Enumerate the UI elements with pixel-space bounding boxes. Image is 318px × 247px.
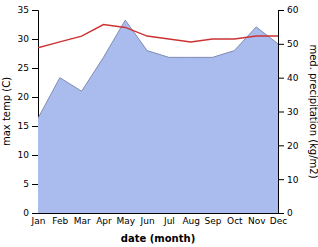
x-tick: May	[116, 213, 135, 226]
x-tick-label: Dec	[270, 216, 287, 226]
y-tick-label: 5	[23, 179, 29, 189]
y-tick: 25	[18, 63, 38, 73]
x-axis-title: date (month)	[121, 233, 195, 244]
x-tick: Apr	[96, 213, 112, 226]
x-tick-label: Mar	[74, 216, 91, 226]
x-tick: Oct	[227, 213, 243, 226]
y2-tick-mark	[278, 44, 284, 45]
y-tick-mark	[32, 68, 38, 69]
y2-tick: 50	[278, 39, 299, 49]
y2-axis-line	[279, 11, 285, 214]
temp-line	[38, 25, 278, 48]
y-tick: 20	[18, 92, 38, 102]
x-tick: Dec	[270, 213, 287, 226]
x-tick-label: Sep	[205, 216, 222, 226]
y-tick-label: 35	[18, 5, 29, 15]
x-tick: Nov	[248, 213, 266, 226]
y-tick-label: 10	[18, 150, 30, 160]
x-tick-label: Jun	[140, 216, 155, 226]
y-tick-label: 0	[23, 208, 29, 218]
y2-axis: 0 10 20 30 40 50 60	[278, 5, 299, 218]
x-tick: Feb	[52, 213, 68, 226]
y2-tick: 20	[278, 141, 299, 151]
x-tick-label: Oct	[227, 216, 243, 226]
y-tick: 10	[18, 150, 38, 160]
y2-tick-label: 10	[287, 175, 299, 185]
y-tick-label: 25	[18, 63, 29, 73]
plot: JanFebMarAprMayJunJulAugSepOctNovDec0510…	[18, 5, 299, 226]
y2-tick-mark	[278, 213, 284, 214]
y2-tick-label: 40	[287, 73, 299, 83]
x-tick-label: Nov	[248, 216, 266, 226]
y2-tick-mark	[278, 78, 284, 79]
y2-tick-label: 20	[287, 141, 299, 151]
marks	[38, 20, 278, 213]
y-tick-mark	[32, 39, 38, 40]
y-tick-label: 30	[18, 34, 30, 44]
x-axis: Jan Feb Mar Apr May Jun Jul Aug Sep Oct Nov Dec	[31, 213, 288, 226]
y2-tick-label: 0	[287, 208, 293, 218]
y2-tick: 10	[278, 175, 299, 185]
x-tick-label: Jan	[31, 216, 46, 226]
y2-axis-title: med. precipitation (kg/m2)	[308, 44, 318, 178]
x-tick: Jun	[140, 213, 155, 226]
y-tick-label: 15	[18, 121, 29, 131]
x-tick: Jan	[31, 213, 46, 226]
x-tick-label: May	[116, 216, 135, 226]
y-axis-title: max temp (C)	[1, 77, 12, 146]
y-tick-mark	[32, 126, 38, 127]
x-tick: Mar	[74, 213, 91, 226]
y-tick-mark	[32, 10, 38, 11]
y-axis: 0 5 10 15 20 25 30 35	[18, 5, 39, 218]
y2-tick-mark	[278, 112, 284, 113]
y2-tick-label: 50	[287, 39, 299, 49]
y-axis-line	[32, 11, 39, 214]
x-tick-label: Aug	[182, 216, 200, 226]
y2-tick: 0	[278, 208, 293, 218]
x-tick-label: Jul	[163, 216, 175, 226]
y-tick: 30	[18, 34, 38, 44]
y-tick: 5	[23, 179, 38, 189]
x-axis-line	[39, 213, 279, 214]
y-tick-label: 20	[18, 92, 30, 102]
x-tick: Sep	[205, 213, 222, 226]
x-tick: Aug	[182, 213, 200, 226]
precip-area	[38, 20, 278, 213]
y2-tick-label: 30	[287, 107, 299, 117]
y-tick: 15	[18, 121, 38, 131]
y-tick-mark	[32, 184, 38, 185]
y-tick-mark	[32, 213, 38, 214]
precip-line	[38, 20, 278, 118]
y2-tick-label: 60	[287, 5, 299, 15]
x-tick-label: Apr	[96, 216, 112, 226]
chart: JanFebMarAprMayJunJulAugSepOctNovDec0510…	[0, 0, 318, 247]
y-tick: 35	[18, 5, 38, 15]
y2-tick-mark	[278, 179, 284, 180]
y-tick-mark	[32, 97, 38, 98]
y2-tick: 40	[278, 73, 299, 83]
y2-tick-mark	[278, 10, 284, 11]
y2-tick: 60	[278, 5, 299, 15]
y2-tick: 30	[278, 107, 299, 117]
y-tick: 0	[23, 208, 38, 218]
y2-tick-mark	[278, 145, 284, 146]
x-tick-label: Feb	[52, 216, 68, 226]
x-tick: Jul	[163, 213, 175, 226]
y-tick-mark	[32, 155, 38, 156]
